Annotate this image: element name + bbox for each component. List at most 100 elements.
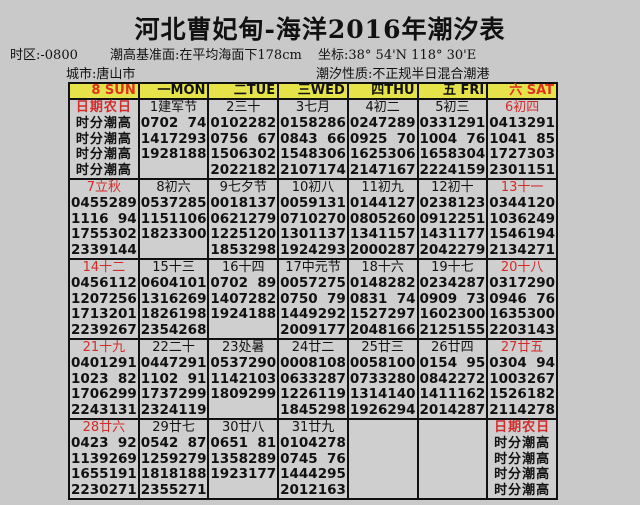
day-label: 16十四 [221, 260, 265, 275]
tide-time: 1407 [210, 290, 248, 307]
day-cell: 27廿五 0304 94 1003 267 1526 182 2114 278 [486, 338, 558, 420]
tide-time: 0912 [419, 210, 458, 227]
tide-entry: 2301 151 [489, 162, 555, 179]
tide-entry: 1411 162 [419, 386, 486, 403]
tide-entry: 0621 279 [210, 211, 276, 228]
tide-entry: 0331 291 [419, 115, 486, 132]
tide-height: 159 [457, 161, 486, 178]
legend-head: 日期农日 [494, 420, 551, 435]
tide-height: 76 [327, 450, 346, 467]
tide-entry: 0008 108 [280, 355, 346, 372]
tide-time: 1151 [140, 210, 179, 227]
tide-height: 177 [457, 226, 486, 242]
tide-height: 282 [387, 275, 416, 291]
tide-entry: 2203 143 [489, 321, 555, 339]
tide-time: 2339 [71, 241, 109, 258]
tide-height: 275 [317, 275, 346, 291]
tide-height: 108 [317, 355, 346, 371]
tide-entry: 0102 282 [210, 115, 276, 132]
tide-height: 300 [178, 226, 207, 242]
tide-entry: 0702 74 [141, 115, 207, 132]
tide-entry: 0805 260 [349, 210, 416, 228]
tide-entry: 1755 302 [71, 226, 137, 243]
tide-entry: 0831 74 [350, 291, 416, 308]
tide-entry: 0154 95 [420, 355, 486, 372]
tide-type: 潮汐性质:不正规半日混合潮港 [316, 67, 490, 82]
tide-time: 2230 [71, 481, 109, 498]
tide-entry: 1602 300 [420, 306, 486, 323]
day-cell: 13十一 0344 120 1036 249 1546 194 2134 271 [486, 178, 558, 260]
day-label: 3七月 [295, 100, 331, 115]
tide-time: 2203 [489, 321, 527, 338]
tide-time: 0843 [280, 130, 318, 147]
week-row: 14十二 0456 112 1207 256 1713 201 2239 267 15十三 0604… [68, 258, 558, 340]
tide-entry: 1116 94 [71, 211, 137, 228]
tide-time: 0805 [349, 210, 388, 227]
tide-height: 249 [526, 210, 555, 227]
tide-time: 1546 [489, 226, 527, 242]
tide-entry: 1823 300 [140, 226, 207, 243]
tide-time: 0304 [489, 355, 527, 371]
tide-time: 1259 [140, 450, 179, 467]
day-header: 五 FRI [416, 82, 489, 100]
tide-entry: 0542 87 [141, 435, 207, 452]
tide-time: 1527 [349, 306, 388, 322]
tide-time: 0317 [489, 275, 527, 291]
tide-time: 1809 [210, 386, 248, 402]
tide-time: 1431 [419, 226, 458, 242]
tide-entry: 0234 287 [420, 275, 486, 292]
tide-height: 271 [108, 481, 137, 498]
day-cell: 18十六 0148 282 0831 74 1527 297 2048 166 [346, 258, 419, 340]
tide-entry: 1226 119 [280, 386, 346, 403]
tide-entry: 0401 291 [71, 355, 137, 372]
tide-height: 177 [247, 466, 277, 482]
tide-entry: 1358 289 [210, 451, 276, 468]
tide-time: 1706 [71, 386, 109, 402]
tide-time: 1411 [419, 386, 458, 402]
tide-entry: 2224 159 [420, 161, 486, 179]
tide-time: 2000 [349, 241, 388, 258]
tide-entry: 1003 267 [489, 371, 555, 388]
tide-height: 295 [317, 466, 346, 482]
tide-height: 101 [178, 275, 207, 291]
tide-time: 2009 [280, 321, 318, 338]
tide-time: 0331 [419, 115, 458, 131]
tide-time: 1207 [71, 290, 109, 307]
tide-height: 177 [317, 321, 346, 338]
tide-entry: 0745 76 [280, 450, 346, 468]
day-label: 1建军节 [149, 100, 198, 115]
tide-entry: 2147 167 [350, 162, 416, 179]
tide-time: 2354 [140, 321, 179, 338]
tide-time: 2324 [140, 401, 179, 418]
tide-entry: 0456 112 [71, 275, 137, 292]
tide-height: 81 [257, 435, 277, 451]
tide-entry: 0247 289 [350, 115, 416, 132]
tide-entry: 0843 66 [280, 130, 346, 148]
day-label: 22二十 [152, 340, 195, 355]
tide-time: 1755 [71, 226, 109, 242]
empty-cell [346, 418, 419, 500]
tide-height: 293 [317, 241, 346, 258]
day-cell: 5初三 0331 291 1004 76 1658 304 2224 159 [416, 98, 489, 180]
tide-entry: 1737 299 [141, 386, 207, 403]
tide-entry: 0158 286 [280, 115, 346, 132]
tide-time: 1655 [71, 466, 109, 482]
tide-height: 291 [457, 115, 486, 131]
day-label: 14十二 [82, 260, 126, 275]
tide-entry: 1926 294 [350, 402, 416, 419]
tide-height: 155 [457, 321, 486, 338]
week-row: 日期农日 时分潮高 时分潮高 时分潮高 时分潮高 1建军节 0702 74 1417 293 192… [68, 98, 558, 180]
tide-entry: 1809 299 [210, 386, 276, 403]
day-cell: 10初八 0059 131 0710 270 1301 137 1924 293 [277, 178, 349, 260]
tide-time: 2107 [280, 161, 318, 178]
day-cell: 12初十 0238 123 0912 251 1431 177 2042 279 [416, 178, 489, 260]
tide-entry: 1449 292 [280, 306, 346, 323]
tide-height: 304 [457, 146, 486, 162]
tide-time: 1823 [140, 226, 179, 242]
day-label: 8初六 [156, 180, 191, 195]
tide-height: 67 [257, 130, 277, 147]
tide-height: 297 [387, 306, 416, 322]
tide-entry: 0148 282 [350, 275, 416, 292]
day-label: 23处暑 [221, 340, 265, 355]
tide-entry: 1526 182 [489, 386, 555, 403]
